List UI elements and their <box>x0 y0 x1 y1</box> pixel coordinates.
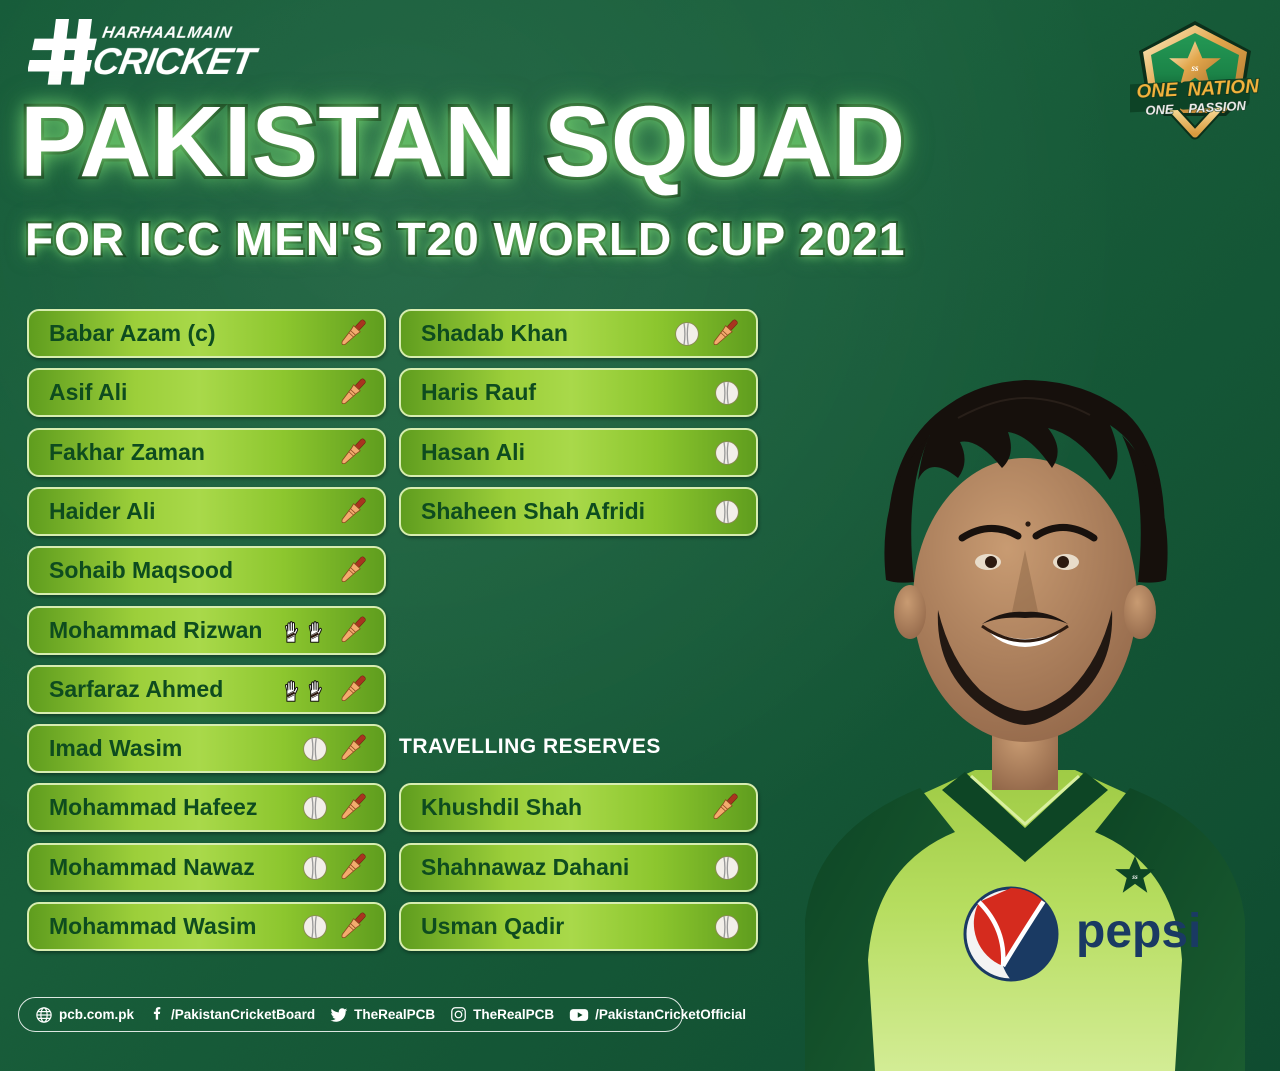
svg-text:ss: ss <box>1190 63 1199 73</box>
svg-text:pepsi: pepsi <box>1076 905 1201 958</box>
svg-text:ss: ss <box>1131 873 1138 881</box>
